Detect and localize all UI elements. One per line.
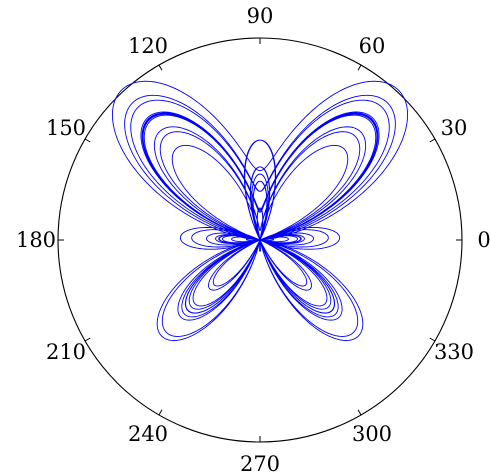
- angular-tick-label-60: 60: [359, 34, 386, 58]
- angular-tick-150: [84, 138, 91, 143]
- angular-tick-label-120: 120: [128, 34, 168, 58]
- angular-tick-210: [84, 337, 91, 342]
- angular-tick-120: [158, 64, 163, 71]
- angular-tick-label-210: 210: [46, 340, 86, 364]
- angular-tick-label-30: 30: [441, 116, 468, 140]
- angular-tick-label-240: 240: [128, 422, 168, 446]
- angular-tick-label-90: 90: [247, 4, 274, 28]
- angular-ticks: [58, 38, 462, 442]
- angular-tick-label-180: 180: [16, 228, 56, 252]
- angular-tick-label-300: 300: [352, 422, 392, 446]
- angular-tick-labels: 0 30 60 90 120 150 180 210 240 270 300 330: [16, 4, 490, 476]
- angular-tick-330: [429, 337, 436, 342]
- angular-tick-300: [357, 409, 362, 416]
- angular-tick-60: [357, 64, 362, 71]
- angular-tick-label-150: 150: [46, 116, 86, 140]
- angular-tick-240: [158, 409, 163, 416]
- angular-tick-label-330: 330: [434, 340, 474, 364]
- butterfly-curve-line: [111, 80, 409, 341]
- angular-tick-30: [429, 138, 436, 143]
- angular-tick-label-270: 270: [240, 452, 280, 476]
- angular-tick-label-0: 0: [477, 228, 490, 252]
